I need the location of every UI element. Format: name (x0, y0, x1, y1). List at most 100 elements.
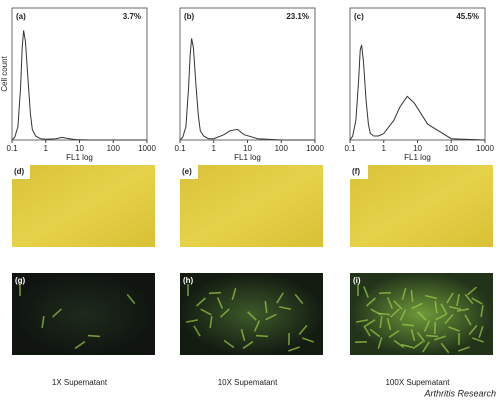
cell (458, 346, 470, 352)
plot-frame (11, 7, 148, 141)
percentage: 45.5% (456, 12, 479, 21)
x-tick-label: 0.1 (6, 144, 18, 153)
cell (220, 308, 230, 318)
x-tick-label: 0.1 (174, 144, 186, 153)
cell (464, 293, 474, 305)
cell (478, 326, 484, 338)
cell (410, 328, 416, 342)
cell (126, 293, 136, 305)
percentage: 3.7% (123, 12, 141, 21)
cell (302, 337, 314, 343)
cell (401, 288, 407, 300)
panel-label: (h) (183, 276, 194, 285)
panel-label: (d) (14, 167, 25, 176)
cell (265, 313, 277, 321)
cell (264, 300, 268, 314)
cell (52, 308, 62, 318)
cell (185, 319, 199, 323)
caption: 1X Supematant (52, 378, 108, 387)
cell (369, 328, 381, 338)
y-axis-label: Cell count (0, 55, 9, 91)
x-axis-label: FL1 log (404, 153, 431, 162)
cell (87, 334, 101, 338)
x-tick-label: 1 (212, 144, 217, 153)
cell (456, 293, 460, 307)
x-axis-label: FL1 log (66, 153, 93, 162)
cell (355, 319, 369, 323)
cell (247, 311, 257, 321)
fluorescence-image (180, 273, 323, 355)
cell (471, 297, 483, 305)
cell (298, 324, 308, 336)
histogram-line (179, 38, 315, 141)
cell (472, 337, 484, 343)
cell (401, 323, 415, 327)
credit: Arthritis Research (423, 388, 496, 398)
x-tick-label: 0.1 (344, 144, 356, 153)
cell (41, 315, 45, 329)
cell (411, 302, 423, 310)
cell (74, 340, 86, 350)
cell (196, 297, 206, 307)
x-tick-label: 100 (107, 144, 121, 153)
bright-field-image (350, 165, 493, 247)
cell (242, 340, 254, 350)
cell (480, 304, 484, 318)
panel-label: (g) (15, 276, 26, 285)
cell (390, 308, 400, 318)
x-tick-label: 100 (275, 144, 289, 153)
cell (448, 326, 460, 332)
cell (440, 342, 450, 354)
cell (400, 343, 414, 349)
cell (388, 329, 400, 339)
panel-label: (c) (354, 12, 364, 21)
cell (255, 334, 269, 338)
panel-label: (i) (353, 276, 361, 285)
cell (464, 314, 472, 326)
cell (434, 335, 446, 341)
cell (386, 297, 394, 309)
plot-frame (179, 7, 316, 141)
cell (193, 325, 201, 337)
cell (209, 315, 213, 329)
cell (377, 312, 391, 316)
cell (434, 300, 438, 314)
x-tick-label: 1000 (138, 144, 156, 153)
panel-label: (e) (182, 167, 192, 176)
panel-label: (a) (16, 12, 26, 21)
cell (444, 313, 454, 325)
cell (446, 292, 454, 304)
cell (364, 319, 376, 327)
x-axis-label: FL1 log (234, 153, 261, 162)
cell (366, 297, 376, 307)
bright-field-image (180, 165, 323, 247)
cell (216, 297, 224, 309)
cell (424, 294, 438, 300)
caption: 10X Supematant (218, 378, 278, 387)
cell (253, 320, 261, 332)
cell (377, 337, 383, 349)
cell (466, 286, 478, 296)
bright-field-image (12, 165, 155, 247)
label-box (12, 165, 30, 179)
cell (412, 340, 424, 350)
cell (423, 320, 431, 332)
label-box (350, 165, 368, 179)
cell (363, 325, 371, 337)
fluorescence-image (350, 273, 493, 355)
cell (231, 288, 237, 300)
x-tick-label: 100 (445, 144, 459, 153)
cell (278, 305, 292, 311)
cell (399, 309, 407, 321)
cell (410, 289, 414, 303)
cell (288, 346, 300, 352)
cell (276, 292, 284, 304)
cell (456, 308, 470, 312)
cell (379, 315, 383, 329)
fluorescence-image (12, 273, 155, 355)
cell (240, 328, 246, 342)
label-box (180, 165, 198, 179)
cell (223, 339, 235, 349)
caption: 100X Supematant (385, 378, 450, 387)
